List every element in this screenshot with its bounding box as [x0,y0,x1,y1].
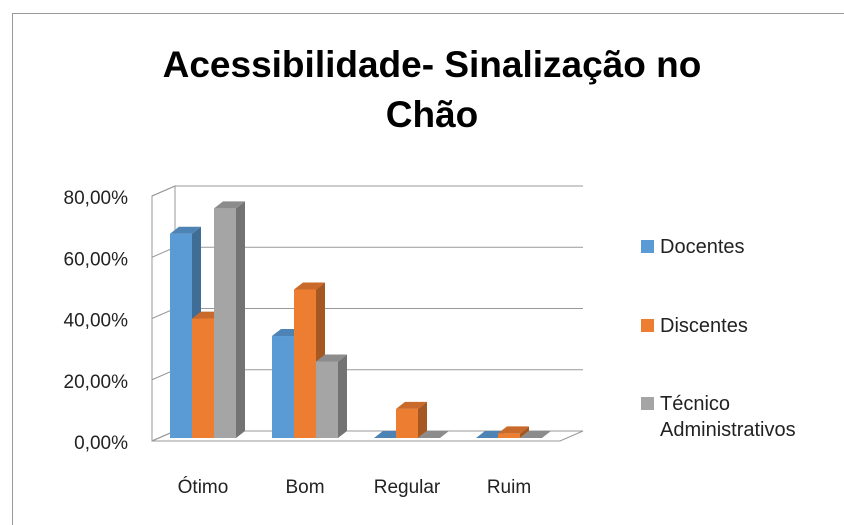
x-tick-label: Regular [374,477,441,498]
bar-top [294,282,325,290]
bar [498,426,529,438]
bar-side [520,426,529,438]
x-tick-label: Bom [285,477,324,498]
bar-front [396,408,418,438]
y-tick-label: 60,00% [64,249,129,270]
y-tick-label: 0,00% [74,433,128,454]
bar-front [192,318,214,438]
legend-swatch [641,240,654,253]
legend-label: Técnico Administrativos [660,393,796,441]
legend-swatch [641,397,654,410]
grid-side [151,185,176,197]
bar-top [520,431,551,438]
y-tick-label: 40,00% [64,311,129,332]
bar-top [418,431,449,438]
legend-swatch [641,319,654,332]
x-tick-label: Ótimo [178,476,229,498]
bar [316,354,347,438]
bar [418,431,449,438]
legend-label: Discentes [660,315,748,337]
bar-front [272,336,294,438]
bar-side [338,354,347,438]
bar [214,201,245,438]
x-tick-label: Ruim [487,477,531,498]
bar-front [170,233,192,438]
chart-title: Acessibilidade- Sinalização no Chão [162,44,702,135]
bar-side [418,401,427,438]
bar-front [316,361,338,438]
bar-top [214,201,245,209]
bar-top [498,426,529,434]
grid-line [151,185,583,197]
bar-front [214,208,236,438]
bar-side [236,201,245,438]
bar [520,431,551,438]
chart-frame [12,13,844,525]
y-tick-label: 20,00% [64,372,129,393]
bar-front [294,289,316,438]
y-tick-label: 80,00% [64,188,129,209]
bar-top [316,354,347,362]
bar-front [498,433,520,438]
legend-label: Docentes [660,236,745,258]
bar-top [170,226,201,234]
bar [396,401,427,438]
bar-top [396,401,427,409]
